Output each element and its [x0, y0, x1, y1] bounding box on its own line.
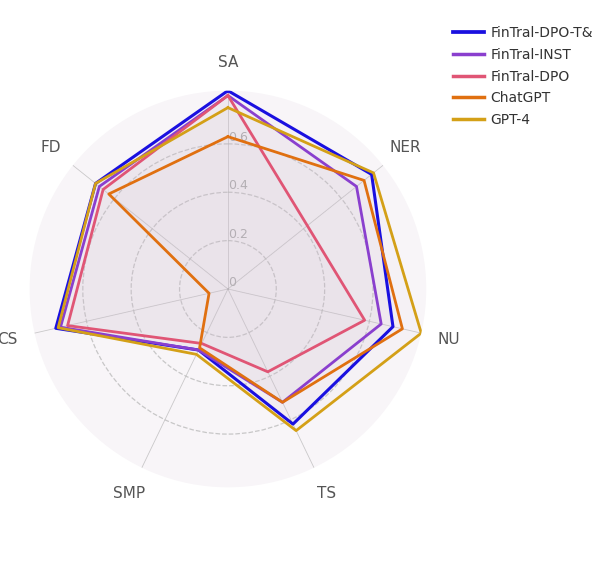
Polygon shape: [56, 91, 393, 424]
Polygon shape: [60, 95, 381, 402]
Polygon shape: [67, 95, 365, 372]
Legend: FinTral-DPO-T&R, FinTral-INST, FinTral-DPO, ChatGPT, GPT-4: FinTral-DPO-T&R, FinTral-INST, FinTral-D…: [453, 26, 592, 127]
Polygon shape: [109, 136, 403, 402]
Polygon shape: [58, 108, 422, 431]
